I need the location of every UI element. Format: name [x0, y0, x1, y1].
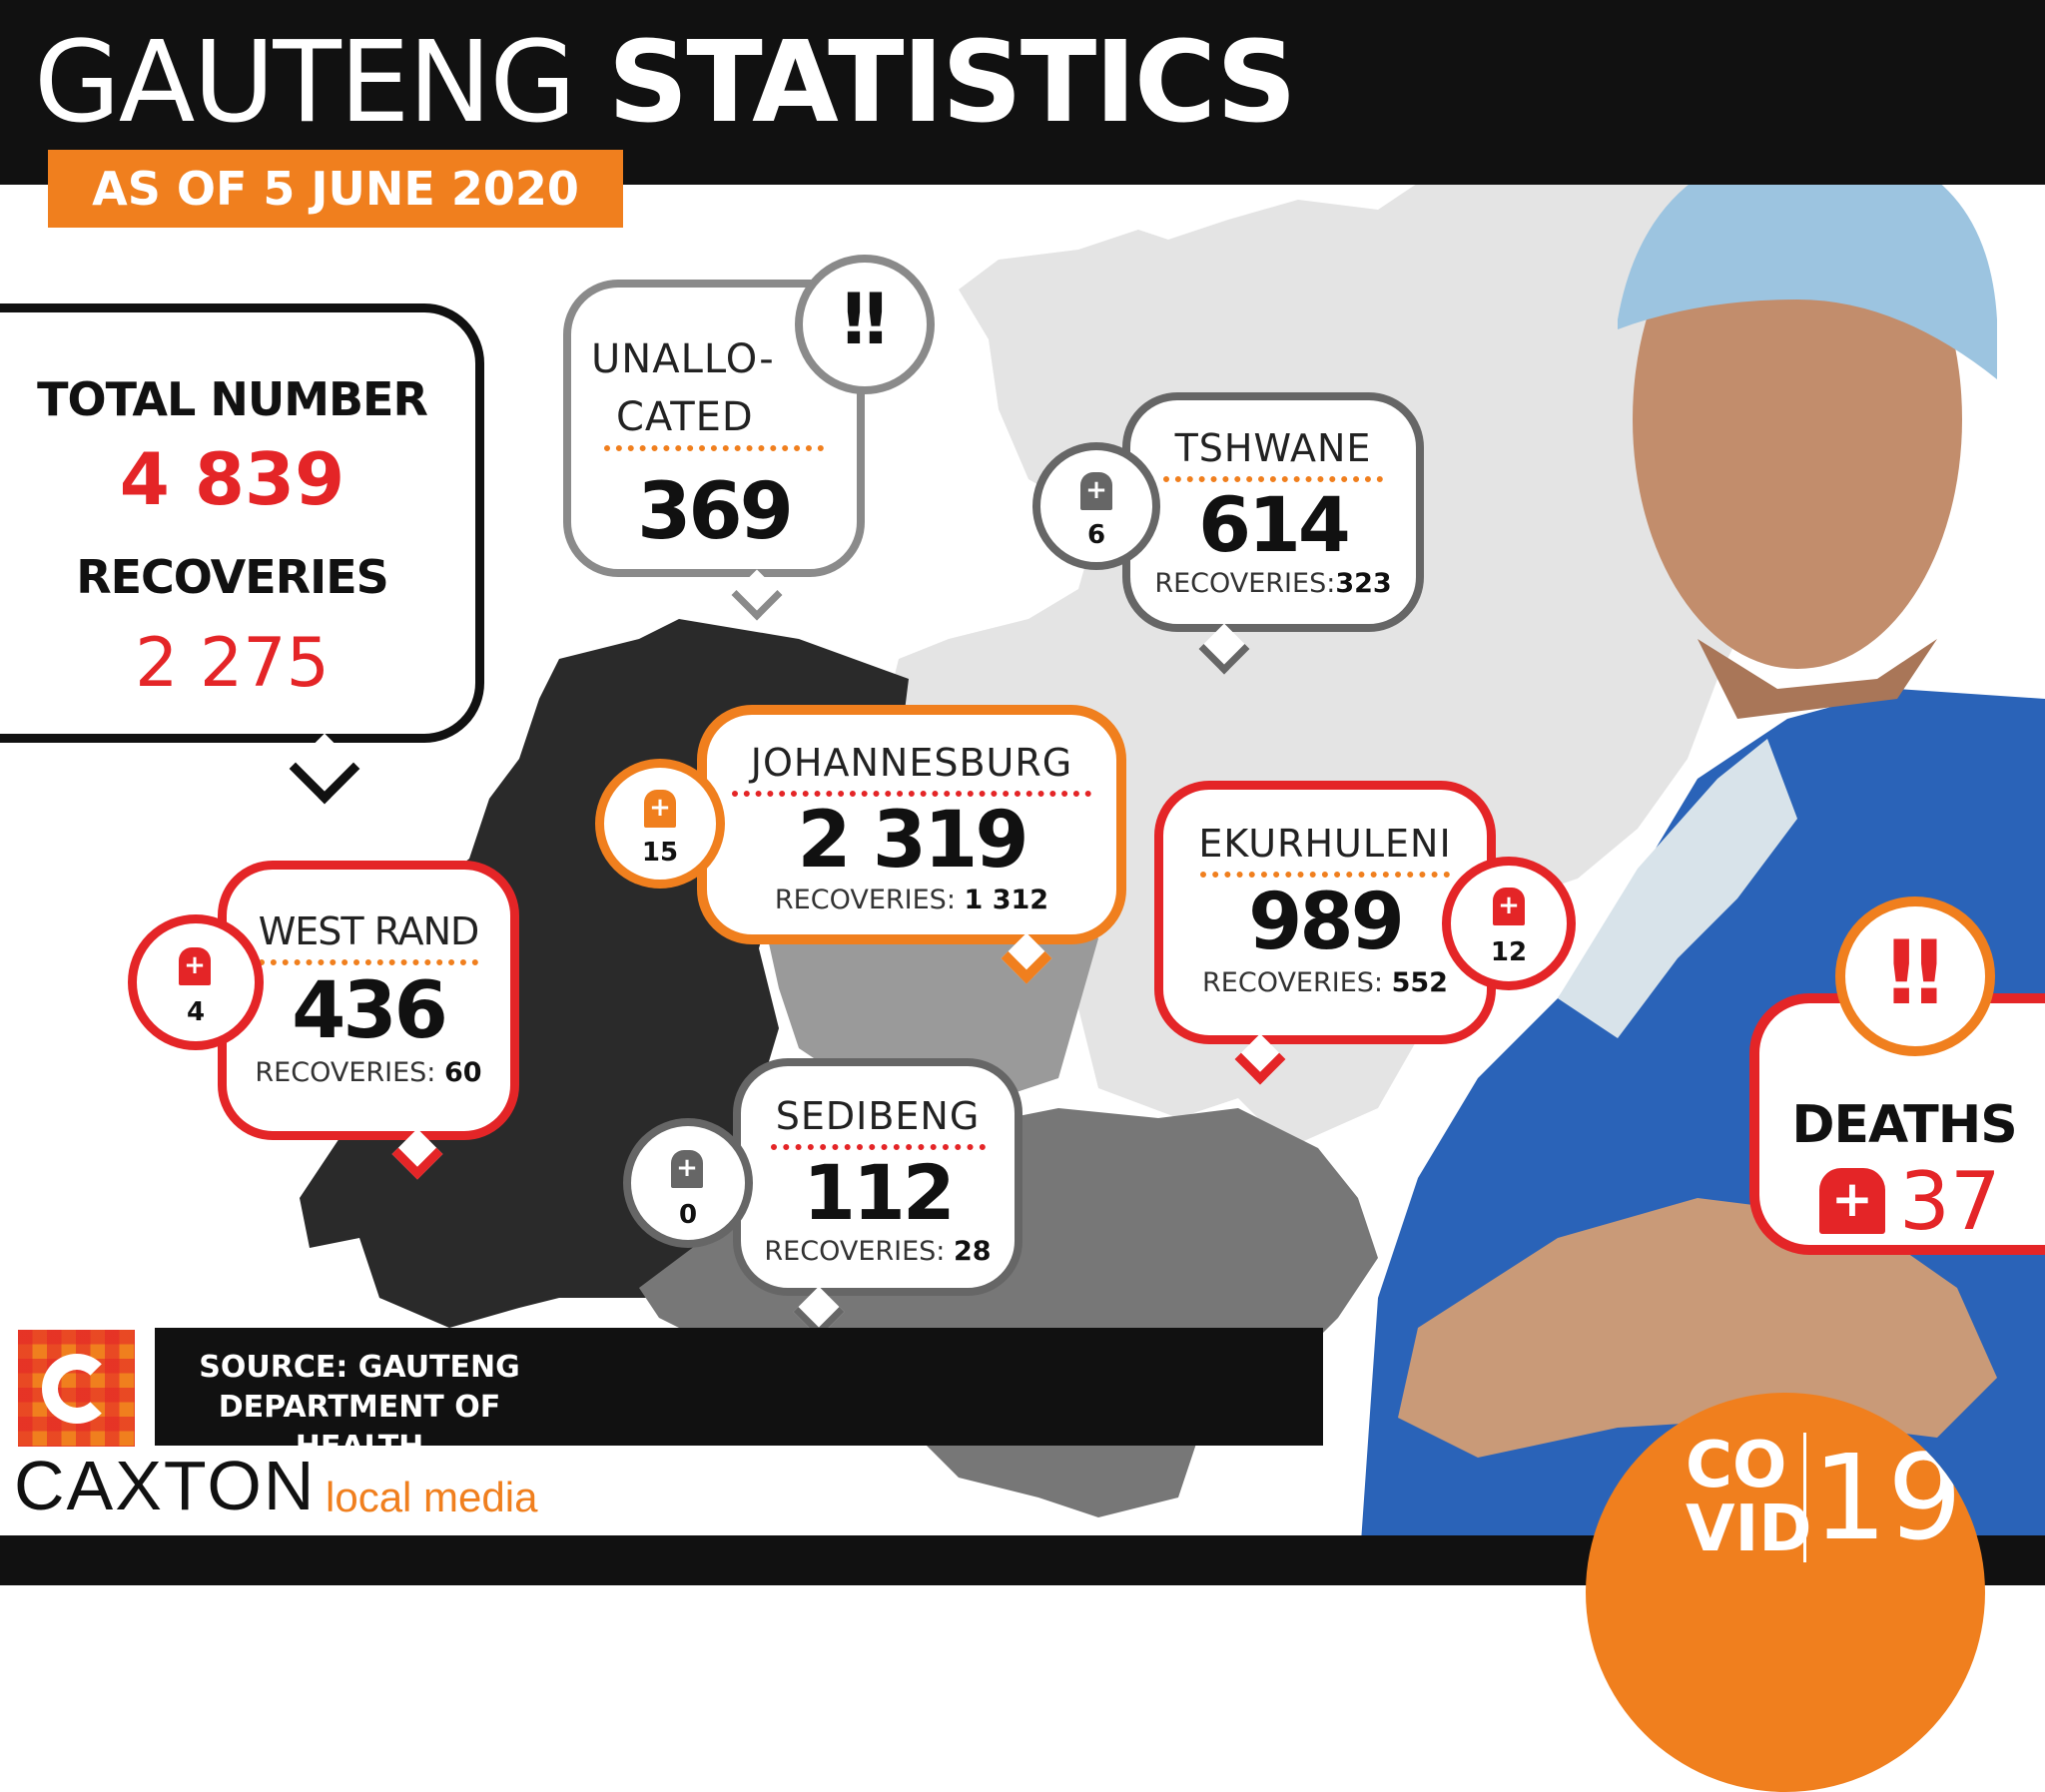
total-cases: 4 839 — [119, 437, 345, 521]
total-recoveries: 2 275 — [135, 624, 330, 703]
sedibeng-deaths: 0 — [678, 1200, 698, 1230]
sedibeng-label: SEDIBENG — [775, 1094, 981, 1138]
west-rand-deaths: 4 — [186, 997, 206, 1027]
ekurhuleni-callout: EKURHULENI 989 RECOVERIES: 552 — [1154, 781, 1496, 1044]
tombstone-cross-icon: + — [179, 947, 211, 985]
tombstone-cross-icon: + — [1493, 888, 1525, 925]
johannesburg-cases: 2 319 — [797, 796, 1028, 886]
title-light: GAUTENG — [34, 18, 576, 148]
west-rand-cases: 436 — [292, 966, 448, 1056]
page-title: GAUTENG STATISTICS — [34, 18, 1297, 148]
caxton-logo — [18, 1330, 135, 1447]
source-line-1: SOURCE: GAUTENG — [199, 1350, 520, 1385]
tshwane-deaths: 6 — [1086, 520, 1106, 550]
tombstone-cross-icon: + — [671, 1150, 703, 1188]
west-rand-callout: WEST RAND 436 RECOVERIES: 60 — [218, 861, 519, 1140]
sedibeng-divider — [770, 1144, 986, 1150]
title-bold: STATISTICS — [607, 18, 1297, 148]
johannesburg-divider — [732, 791, 1091, 797]
tshwane-deaths-circle: + 6 — [1032, 442, 1160, 570]
ekurhuleni-divider — [1200, 872, 1450, 878]
johannesburg-deaths-circle: + 15 — [595, 759, 725, 889]
deaths-value: 37 — [1899, 1155, 2001, 1248]
tshwane-cases: 614 — [1198, 480, 1351, 569]
ekurhuleni-cases: 989 — [1248, 878, 1405, 967]
tshwane-label: TSHWANE — [1174, 426, 1372, 470]
ekurhuleni-recoveries: RECOVERIES: 552 — [1202, 967, 1448, 998]
tombstone-cross-icon: + — [1819, 1168, 1885, 1234]
johannesburg-deaths: 15 — [641, 838, 679, 868]
covid-co: CO — [1686, 1429, 1787, 1502]
deaths-label: DEATHS — [1791, 1095, 2017, 1155]
brand-name: CAXTON — [14, 1447, 317, 1524]
west-rand-recoveries: RECOVERIES: 60 — [255, 1057, 482, 1088]
sedibeng-deaths-circle: + 0 — [623, 1118, 753, 1248]
recoveries-heading: RECOVERIES — [76, 550, 389, 604]
ekurhuleni-deaths: 12 — [1490, 937, 1528, 967]
unallocated-cases: 369 — [637, 467, 794, 557]
unallocated-divider — [604, 445, 824, 451]
date-badge: AS OF 5 JUNE 2020 — [48, 150, 623, 228]
west-rand-divider — [259, 959, 478, 965]
covid-badge: CO VID 19 — [1586, 1393, 1985, 1792]
total-heading: TOTAL NUMBER — [37, 372, 428, 426]
brand-sub: local media — [326, 1474, 538, 1520]
deaths-alert-circle: ‼ — [1835, 896, 1995, 1056]
sedibeng-callout: SEDIBENG 112 RECOVERIES: 28 — [733, 1058, 1022, 1296]
tshwane-divider — [1163, 476, 1383, 482]
total-callout: TOTAL NUMBER 4 839 RECOVERIES 2 275 — [0, 303, 484, 743]
source-note: SOURCE: GAUTENG DEPARTMENT OF HEALTH — [155, 1328, 1323, 1465]
unallocated-alert-circle: ‼ — [795, 255, 935, 394]
exclamation-icon: ‼ — [1887, 921, 1943, 1024]
tshwane-callout: TSHWANE 614 RECOVERIES:323 — [1122, 392, 1424, 632]
deaths-callout: DEATHS + 37 — [1749, 993, 2045, 1255]
sedibeng-recoveries: RECOVERIES: 28 — [764, 1236, 992, 1267]
exclamation-icon: ‼ — [843, 279, 887, 360]
johannesburg-callout: JOHANNESBURG 2 319 RECOVERIES: 1 312 — [697, 705, 1126, 944]
west-rand-deaths-circle: + 4 — [128, 914, 264, 1050]
west-rand-label: WEST RAND — [258, 909, 480, 953]
source-line-2: DEPARTMENT OF HEALTH — [218, 1390, 501, 1465]
ekurhuleni-deaths-circle: + 12 — [1442, 857, 1576, 990]
tombstone-cross-icon: + — [1080, 472, 1112, 510]
unallocated-label-2: CATED — [616, 394, 754, 440]
johannesburg-label: JOHANNESBURG — [750, 741, 1073, 785]
covid-number: 19 — [1803, 1433, 1962, 1562]
unallocated-label-1: UNALLO- — [591, 336, 775, 382]
ekurhuleni-label: EKURHULENI — [1198, 822, 1452, 866]
covid-vid: VID — [1686, 1493, 1812, 1566]
tshwane-recoveries: RECOVERIES:323 — [1154, 568, 1392, 599]
tombstone-cross-icon: + — [644, 790, 676, 828]
sedibeng-cases: 112 — [803, 1148, 956, 1237]
johannesburg-recoveries: RECOVERIES: 1 312 — [774, 885, 1049, 915]
